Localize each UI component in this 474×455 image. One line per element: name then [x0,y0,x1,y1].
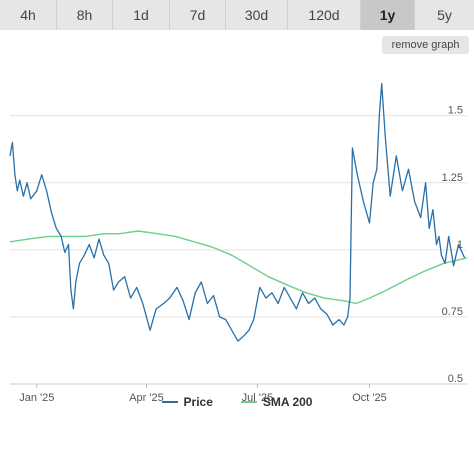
x-tick-label: Apr '25 [129,392,164,404]
tab-8h[interactable]: 8h [57,0,113,30]
tab-1d[interactable]: 1d [113,0,170,30]
x-tick-label: Jan '25 [19,392,54,404]
chart-series [9,82,468,342]
x-tick-label: Oct '25 [352,392,387,404]
legend-swatch-sma-200 [240,401,257,403]
legend-item-sma-200[interactable]: SMA 200 [240,395,313,409]
chart-legend: Price SMA 200 [0,393,474,411]
timeframe-tabs: 4h 8h 1d 7d 30d 120d 1y 5y [0,0,474,30]
y-tick-label: 0.75 [442,306,463,318]
price-line [9,82,466,342]
y-tick-label: 1.5 [448,105,463,117]
sma-200-line [9,230,468,305]
y-axis: 0.5 0.75 1 1.25 1.5 [442,105,463,385]
chart-grid [10,115,467,385]
legend-label-sma-200: SMA 200 [262,395,313,409]
y-tick-label: 0.5 [448,373,463,385]
legend-swatch-price [161,401,178,403]
tab-7d[interactable]: 7d [170,0,226,30]
remove-graph-button[interactable]: remove graph [382,36,469,54]
tab-4h[interactable]: 4h [0,0,57,30]
legend-label-price: Price [183,395,213,409]
tab-1y[interactable]: 1y [361,0,415,30]
tab-120d[interactable]: 120d [288,0,361,30]
legend-item-price[interactable]: Price [161,395,213,409]
y-tick-label: 1 [457,239,463,251]
tab-5y[interactable]: 5y [415,0,474,30]
y-tick-label: 1.25 [442,172,463,184]
tab-30d[interactable]: 30d [226,0,288,30]
